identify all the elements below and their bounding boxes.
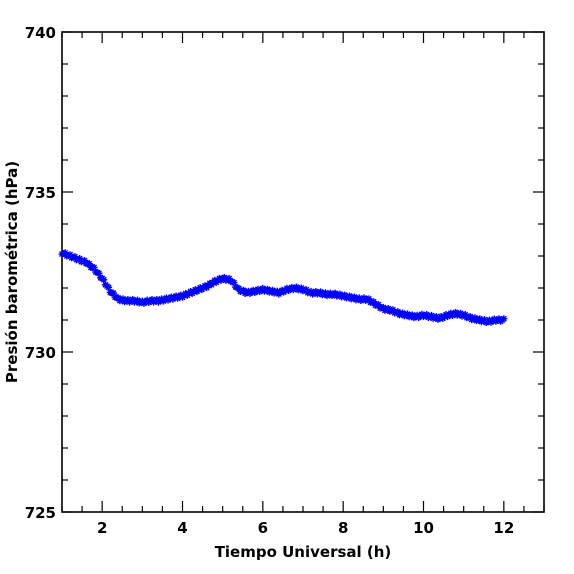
data-point	[336, 290, 344, 298]
data-point	[399, 309, 407, 317]
data-point	[105, 283, 113, 291]
data-point	[100, 276, 108, 284]
y-axis-title: Presión barométrica (hPa)	[3, 161, 21, 383]
data-point	[264, 285, 272, 293]
y-tick-label: 740	[25, 24, 56, 42]
data-point	[379, 304, 387, 312]
y-tick-label: 725	[25, 504, 56, 522]
data-point	[95, 269, 103, 277]
x-tick-label: 8	[338, 519, 348, 537]
data-point	[331, 289, 339, 297]
data-point	[370, 298, 378, 306]
data-point	[481, 316, 489, 324]
data-series	[58, 249, 508, 327]
data-point	[341, 291, 349, 299]
data-point	[240, 286, 248, 294]
data-point	[134, 296, 142, 304]
data-point	[350, 293, 358, 301]
data-point	[365, 295, 373, 303]
data-point	[225, 274, 233, 282]
y-tick-label: 730	[25, 344, 56, 362]
data-point	[302, 286, 310, 294]
data-point	[384, 304, 392, 312]
data-point	[80, 256, 88, 264]
data-point	[230, 279, 238, 287]
data-point	[71, 253, 79, 261]
data-point	[119, 295, 127, 303]
data-point	[297, 284, 305, 292]
axis-ticks	[61, 31, 545, 513]
data-point	[109, 289, 117, 297]
data-point	[76, 255, 84, 263]
data-point	[456, 309, 464, 317]
data-point	[321, 289, 329, 297]
data-point	[90, 264, 98, 272]
data-point	[235, 284, 243, 292]
data-point	[114, 294, 122, 302]
data-point	[471, 314, 479, 322]
data-point	[500, 315, 508, 323]
data-point	[394, 308, 402, 316]
data-point	[293, 283, 301, 291]
data-point	[432, 312, 440, 320]
x-tick-label: 6	[258, 519, 268, 537]
tick-labels: 2 4 6 8 10 12 725 730 735 740	[25, 24, 515, 537]
x-tick-label: 2	[97, 519, 107, 537]
y-tick-label: 735	[25, 184, 56, 202]
data-point	[423, 311, 431, 319]
data-point	[66, 251, 74, 259]
data-point	[259, 284, 267, 292]
data-point	[452, 308, 460, 316]
x-tick-label: 10	[413, 519, 434, 537]
x-tick-label: 4	[177, 519, 187, 537]
data-point	[85, 260, 93, 268]
data-point	[476, 315, 484, 323]
plot-frame	[61, 31, 545, 513]
data-point	[273, 287, 281, 295]
data-point	[403, 310, 411, 318]
data-point	[389, 306, 397, 314]
data-point	[428, 312, 436, 320]
data-point	[268, 286, 276, 294]
data-point	[346, 292, 354, 300]
x-axis-title: Tiempo Universal (h)	[215, 543, 392, 561]
data-point	[466, 312, 474, 320]
data-point	[375, 301, 383, 309]
data-point	[317, 288, 325, 296]
data-point	[220, 273, 228, 281]
x-tick-label: 12	[493, 519, 514, 537]
data-point	[461, 311, 469, 319]
data-point	[408, 311, 416, 319]
data-point	[61, 249, 69, 257]
